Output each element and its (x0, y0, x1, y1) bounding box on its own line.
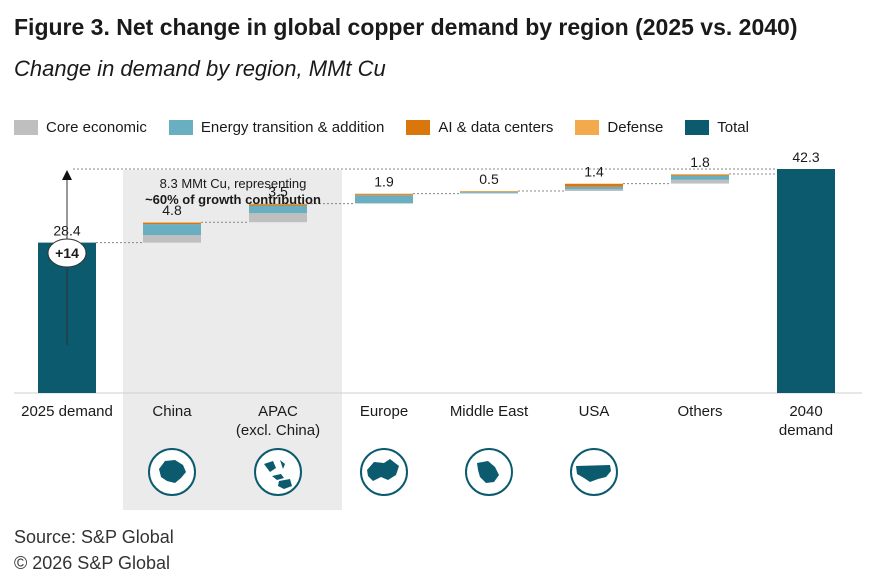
delta-badge-label: +14 (55, 245, 79, 261)
source-note: Source: S&P Global (14, 527, 174, 547)
legend-item-energy: Energy transition & addition (168, 118, 385, 136)
legend-swatch-ai (406, 119, 431, 135)
middle-east-map-icon (465, 448, 513, 496)
bar-segment-others-core (671, 179, 729, 184)
data-labels: 28.44.83.51.9 0.5 1.41.8 42.3 (53, 149, 819, 239)
bar-segment-apac-excl-china-defense (249, 203, 307, 205)
legend-item-defense: Defense (575, 119, 663, 136)
legend: Core economic Energy transition & additi… (14, 116, 771, 138)
category-label-china: China (152, 403, 192, 420)
legend-item-core: Core economic (14, 119, 147, 136)
value-label-middle-east: 0.5 (479, 171, 499, 187)
bar-segment-usa-energy (565, 186, 623, 190)
callout-line-2: ~60% of growth contribution (145, 192, 321, 207)
category-label-2040-demand: 2040 demand (779, 403, 833, 439)
bar-segment-europe-core (355, 203, 413, 204)
legend-label-core: Core economic (46, 118, 147, 136)
bar-segment-usa-core (565, 189, 623, 191)
bar-segment-others-ai (671, 174, 729, 176)
category-label-middle-east: Middle East (450, 403, 529, 420)
bar-segment-apac-excl-china-core (249, 213, 307, 223)
legend-label-energy: Energy transition & addition (200, 118, 385, 136)
category-label-europe: Europe (360, 403, 408, 420)
category-label-usa: USA (579, 403, 610, 420)
legend-swatch-defense (575, 119, 600, 135)
bar-2040-demand (777, 169, 835, 393)
callout-line-1: 8.3 MMt Cu, representing (160, 176, 307, 191)
value-label-europe: 1.9 (374, 174, 394, 190)
bar-segment-europe-energy (355, 195, 413, 204)
bar-segment-europe-ai (355, 194, 413, 196)
bar-segment-usa-ai (565, 183, 623, 187)
legend-item-total: Total (685, 119, 749, 136)
bar-segment-others-defense (671, 174, 729, 175)
china-map-icon (148, 448, 196, 496)
bar-segment-middle-east-core (460, 192, 518, 194)
value-label-china: 4.8 (162, 202, 182, 218)
apac-map-icon (254, 448, 302, 496)
bar-segment-europe-defense (355, 193, 413, 195)
delta-badge (47, 238, 87, 268)
value-label-others: 1.8 (690, 154, 710, 170)
chart-subtitle: Change in demand by region, MMt Cu (14, 56, 386, 81)
value-label-apac-excl-china: 3.5 (268, 184, 288, 200)
usa-map-icon (570, 448, 618, 496)
bar-segment-china-core (143, 235, 201, 243)
legend-swatch-core (14, 119, 38, 135)
legend-swatch-total (685, 119, 710, 135)
bar-segment-middle-east-defense (460, 190, 518, 192)
value-label-2040-demand: 42.3 (792, 149, 819, 165)
bar-segment-middle-east-energy (460, 191, 518, 193)
category-label-2025-demand: 2025 demand (21, 403, 113, 420)
category-labels: 2025 demand China APAC (excl. China) Europe M… (21, 403, 833, 439)
bar-segment-china-defense (143, 222, 201, 223)
legend-label-total: Total (717, 118, 749, 136)
europe-map-icon (360, 448, 408, 496)
chart-title: Figure 3. Net change in global copper de… (14, 14, 798, 40)
copyright-note: © 2026 S&P Global (14, 553, 171, 573)
bar-segment-apac-excl-china-ai (249, 204, 307, 206)
legend-item-ai: AI & data centers (406, 119, 553, 136)
connector-lines (14, 168, 862, 394)
legend-swatch-energy (168, 119, 193, 135)
bar-segment-others-energy (671, 175, 729, 180)
bar-segment-china-energy (143, 224, 201, 236)
delta-arrow-head (62, 170, 72, 180)
bar-segment-apac-excl-china-energy (249, 205, 307, 214)
bar-segment-china-ai (143, 222, 201, 225)
category-label-others: Others (677, 403, 722, 420)
category-label-apac-excl-china: APAC (excl. China) (236, 403, 320, 439)
legend-label-defense: Defense (607, 118, 664, 136)
footer: Source: S&P Global © 2026 S&P Global (14, 524, 174, 576)
value-label-usa: 1.4 (584, 164, 604, 180)
legend-label-ai: AI & data centers (438, 118, 554, 136)
